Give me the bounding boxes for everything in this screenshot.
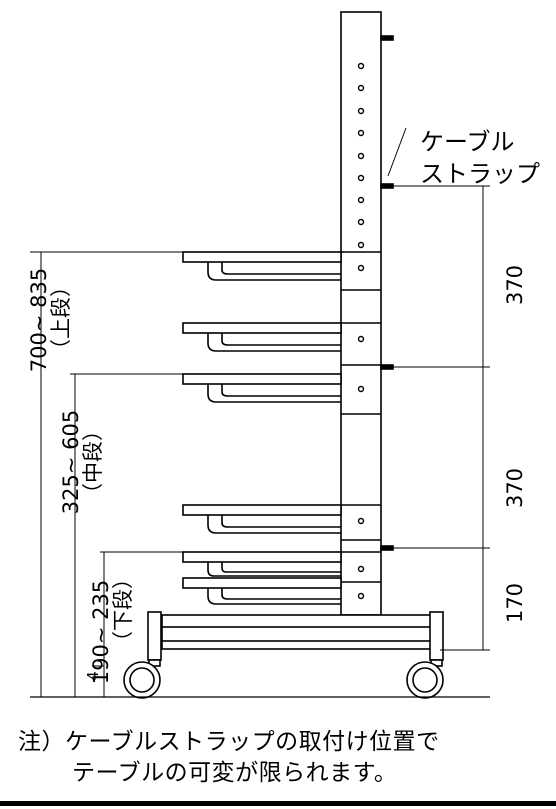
base-frame <box>147 611 444 667</box>
shelf-middle-high <box>182 373 342 403</box>
middle-range-text: 325~ 605 <box>59 410 83 514</box>
middle-tier-label: （中段） <box>81 420 105 504</box>
pole <box>340 11 382 616</box>
upper-range-text: 700~ 835 <box>27 268 51 372</box>
floor-clearance-text: 4 <box>84 671 102 681</box>
right-dimension-top: 370 <box>503 265 527 305</box>
shelf-lower-low <box>182 577 342 605</box>
bottom-rule <box>0 801 556 806</box>
right-dimension-bottom: 170 <box>503 583 527 623</box>
shelf-upper-low <box>182 322 342 352</box>
caster-left <box>123 661 161 699</box>
adjustment-holes <box>357 62 365 600</box>
shelf-upper-high <box>182 251 342 281</box>
dimension-lines <box>30 127 490 697</box>
caster-right <box>406 661 444 699</box>
shelf-lower-high <box>182 551 342 577</box>
cable-strap-callout-line1: ケーブル <box>420 128 515 156</box>
shelf-middle-low <box>182 504 342 534</box>
upper-tier-label: （上段） <box>49 276 73 360</box>
right-dimension-middle: 370 <box>503 468 527 508</box>
lower-tier-label: （下段） <box>111 568 135 652</box>
cable-strap-pins <box>380 35 394 551</box>
cable-strap-callout-line2: ストラップ <box>420 160 540 188</box>
note-line-1: 注）ケーブルストラップの取付け位置で <box>18 729 440 755</box>
lower-range-text: 190~ 235 <box>89 580 113 684</box>
note-line-2: テーブルの可変が限られます。 <box>72 760 398 786</box>
